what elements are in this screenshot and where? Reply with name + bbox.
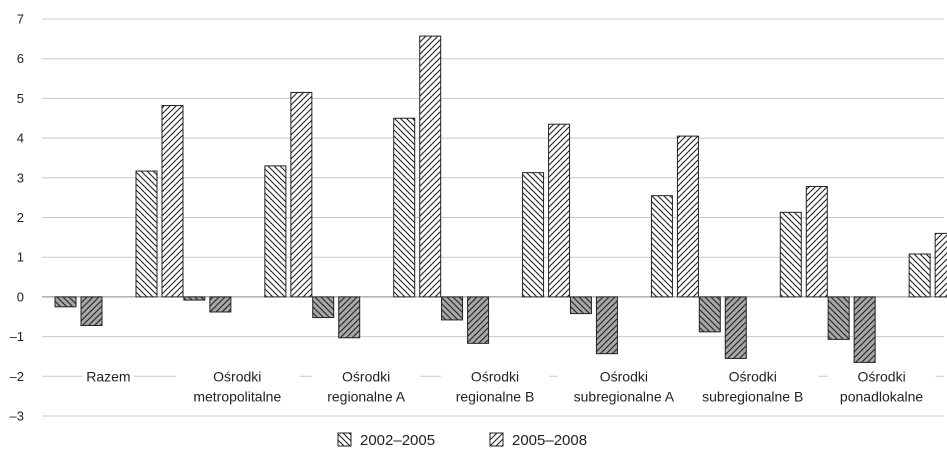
legend-swatch [489, 432, 504, 447]
category-label: Ośrodki [213, 368, 261, 384]
legend-swatch [337, 432, 352, 447]
category-label: subregionalne B [702, 388, 803, 404]
category-label: Ośrodki [342, 368, 390, 384]
bar [724, 296, 747, 359]
y-tick-label: –3 [10, 409, 24, 424]
y-tick-label: 1 [17, 250, 24, 265]
category-label-backdrop [82, 367, 135, 390]
y-tick-label: 0 [17, 289, 24, 304]
bar [135, 170, 158, 298]
bar [779, 211, 802, 298]
legend-item: 2002–2005 [337, 432, 435, 449]
bar [54, 296, 77, 308]
bar [805, 186, 828, 298]
bar [827, 296, 850, 340]
category-label: regionalne A [327, 388, 406, 404]
bar [595, 296, 618, 355]
bar [338, 296, 361, 339]
legend-item: 2005–2008 [489, 432, 587, 449]
legend-label: 2002–2005 [360, 432, 435, 449]
category-label-backdrop [441, 367, 549, 410]
category-label: subregionalne A [574, 388, 675, 404]
bar [161, 105, 184, 298]
category-label-backdrop [557, 367, 690, 410]
category-label: Ośrodki [471, 368, 519, 384]
y-tick-label: 7 [17, 12, 24, 27]
category-label: Ośrodki [729, 368, 777, 384]
y-tick-label: 4 [17, 131, 24, 146]
bar [522, 172, 545, 298]
y-tick-label: 3 [17, 170, 24, 185]
bar [676, 135, 699, 298]
category-label: Ośrodki [600, 368, 648, 384]
category-label: Ośrodki [857, 368, 905, 384]
bar [569, 296, 592, 315]
category-label-backdrop [312, 367, 421, 410]
y-tick-label: 6 [17, 51, 24, 66]
y-tick-label: –2 [10, 369, 24, 384]
bar [80, 296, 103, 326]
bar [290, 91, 313, 298]
bar [183, 296, 206, 301]
legend-label: 2005–2008 [512, 432, 587, 449]
y-tick-label: 2 [17, 210, 24, 225]
bar [209, 296, 232, 313]
bar [264, 165, 287, 298]
bar [853, 296, 876, 363]
category-label: Razem [86, 368, 130, 384]
category-label: regionalne B [456, 388, 535, 404]
category-label-backdrop [686, 367, 819, 410]
bar [419, 35, 442, 298]
y-axis: 7 6 5 4 3 2 1 0 –1 –2 –3 [10, 12, 24, 424]
bar [650, 195, 673, 298]
bar [467, 296, 490, 344]
bars [54, 35, 947, 363]
category-label: ponadlokalne [840, 388, 924, 404]
bar [312, 296, 335, 319]
bar [908, 253, 931, 298]
bar [441, 296, 464, 321]
bar [548, 123, 571, 298]
bar [393, 117, 416, 298]
legend: 2002–2005 2005–2008 [337, 432, 587, 449]
category-label-backdrop [827, 367, 936, 410]
category-labels: Razem Ośrodki metropolitalne Ośrodki regiona… [82, 367, 936, 410]
y-tick-label: –1 [10, 329, 24, 344]
category-label-backdrop [175, 367, 300, 410]
y-tick-label: 5 [17, 91, 24, 106]
category-label: metropolitalne [193, 388, 281, 404]
bar [934, 232, 947, 298]
bar [698, 296, 721, 333]
